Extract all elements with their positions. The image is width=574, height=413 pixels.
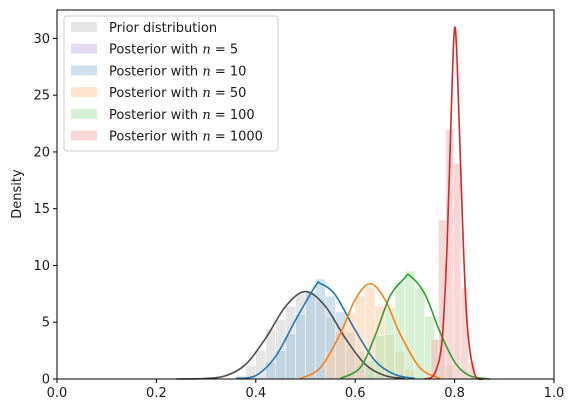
series-0-kde-line: [176, 290, 406, 380]
legend-swatch: [71, 108, 97, 119]
series-3-kde-line: [300, 282, 441, 380]
legend-box: [63, 15, 279, 152]
y-tick-label: 15: [33, 202, 50, 217]
hist-bar: [460, 287, 469, 380]
hist-bar: [285, 333, 296, 380]
hist-bar: [305, 292, 316, 380]
x-tick-label: 1.0: [544, 386, 565, 401]
legend-label: Prior distribution: [109, 21, 217, 36]
hist-bar: [414, 287, 425, 380]
legend-swatch: [71, 130, 97, 141]
legend-label: Posterior with n = 100: [109, 108, 255, 123]
hist-bar: [295, 314, 306, 380]
series-4-kde-line: [339, 273, 490, 380]
hist-bar: [265, 361, 276, 380]
y-axis-label: Density: [10, 169, 25, 219]
legend-label: Posterior with n = 1000: [109, 130, 263, 145]
x-tick-label: 0.8: [444, 386, 465, 401]
legend-label: Posterior with n = 5: [109, 43, 238, 58]
legend: Prior distribution Posterior with n = 5 Po…: [63, 15, 279, 152]
legend-swatch: [71, 22, 97, 32]
y-tick-label: 0: [42, 373, 50, 388]
legend-swatch: [71, 65, 97, 76]
y-tick-label: 25: [33, 89, 50, 104]
hist-bar: [335, 329, 346, 380]
series-5-kde-line: [424, 26, 485, 381]
y-axis: 0 5 10 15 20 25 30: [33, 32, 57, 388]
hist-bar: [394, 282, 406, 380]
y-tick-label: 20: [33, 145, 50, 160]
x-tick-label: 0.2: [146, 386, 167, 401]
legend-label: Posterior with n = 50: [109, 86, 246, 101]
x-axis: 0.0 0.2 0.4 0.6 0.8 1.0: [47, 379, 565, 401]
y-tick-label: 10: [33, 259, 50, 274]
y-tick-label: 30: [33, 32, 50, 47]
hist-bar: [453, 163, 462, 380]
legend-swatch: [71, 43, 97, 54]
x-tick-label: 0.6: [345, 386, 366, 401]
y-tick-label: 5: [42, 316, 50, 331]
x-tick-label: 0.0: [47, 386, 68, 401]
plot-frame: [56, 9, 555, 380]
legend-swatch: [71, 87, 97, 98]
histogram-layer: [235, 129, 476, 380]
x-tick-label: 0.4: [245, 386, 266, 401]
series-2-kde-line: [235, 281, 415, 380]
hist-bar: [325, 352, 336, 380]
legend-label: Posterior with n = 10: [109, 64, 246, 79]
hist-bar: [404, 270, 416, 380]
kde-layer: [176, 26, 490, 381]
